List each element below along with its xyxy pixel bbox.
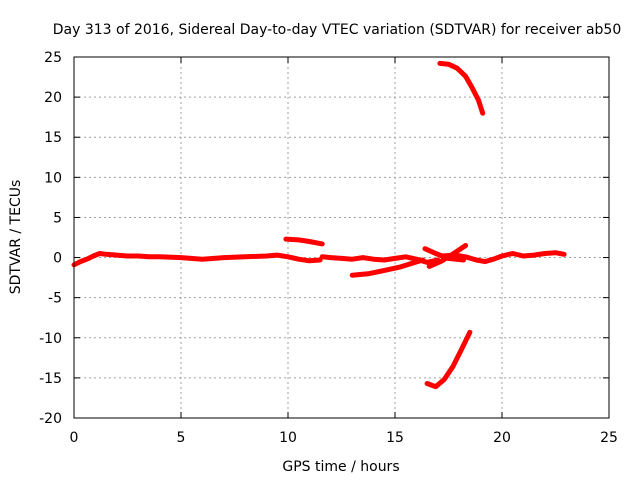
- series-arc-rising-13h: [349, 257, 426, 278]
- x-tick-label: 15: [386, 430, 404, 446]
- y-tick-label: 15: [44, 130, 62, 146]
- y-tick-label: -15: [39, 371, 62, 387]
- x-tick-label: 25: [600, 430, 618, 446]
- y-tick-label: 5: [53, 210, 62, 226]
- y-tick-label: -5: [48, 291, 62, 307]
- x-tick-label: 10: [279, 430, 297, 446]
- y-tick-label: -10: [39, 331, 62, 347]
- y-tick-label: 25: [44, 50, 62, 66]
- x-tick-label: 20: [493, 430, 511, 446]
- y-axis-label: SDTVAR / TECUs: [8, 180, 24, 295]
- x-axis-label: GPS time / hours: [282, 459, 399, 475]
- series-arc-low-17h: [424, 329, 473, 390]
- grid: [74, 57, 609, 418]
- y-tick-label: 20: [44, 90, 62, 106]
- y-tick-label: 10: [44, 170, 62, 186]
- x-tick-label: 0: [70, 430, 79, 446]
- y-tick-label: 0: [53, 251, 62, 267]
- y-tick-label: -20: [39, 411, 62, 427]
- tick-labels: 0 5 10 15 20 25 -20 -15 -10 -5 0 5 10 15 20 25: [39, 50, 618, 446]
- axis-ticks: [73, 56, 610, 419]
- series-arc-near-10h: [283, 236, 325, 247]
- series-layer: [71, 60, 567, 390]
- x-tick-label: 5: [177, 430, 186, 446]
- plot-frame: [73, 56, 610, 419]
- series-main-before-noon: [71, 251, 323, 268]
- series-arc-high-18h: [437, 60, 486, 116]
- series-main-evening: [439, 250, 567, 265]
- chart-title: Day 313 of 2016, Sidereal Day-to-day VTE…: [53, 22, 622, 38]
